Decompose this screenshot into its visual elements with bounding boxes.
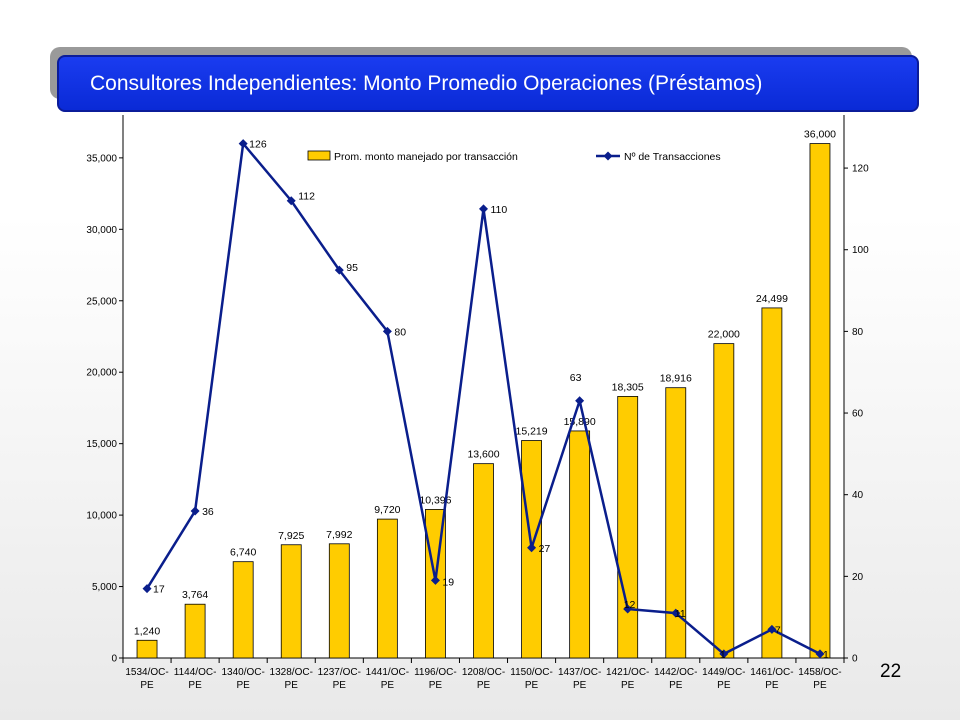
bar-value-label: 10,396 [419,494,451,506]
left-axis-tick-label: 25,000 [86,296,117,307]
transactions-marker [767,624,777,634]
transactions-value-label: 11 [675,608,686,620]
transactions-marker [623,604,633,614]
legend-line-label: Nº de Transacciones [624,151,721,163]
x-axis-tick-label: 1208/OC-PE [462,667,505,691]
bar-value-label: 24,499 [756,293,788,305]
left-axis-tick-label: 0 [111,654,117,665]
transactions-marker [190,506,200,516]
bar-value-label: 13,600 [467,449,499,461]
bar-value-label: 3,764 [182,589,208,601]
bar-value-label: 15,890 [564,416,596,428]
right-axis-tick-label: 20 [852,572,864,583]
x-axis-tick-label: 1421/OC-PE [606,667,649,691]
bar [473,463,494,659]
bar-value-label: 7,992 [326,529,352,541]
transactions-value-label: 1 [823,649,829,661]
right-axis-tick-label: 100 [852,245,869,256]
bar-value-label: 9,720 [374,504,400,516]
transactions-marker [671,608,681,618]
bar [809,143,831,659]
x-axis-tick-label: 1196/OC-PE [414,667,457,691]
transactions-value-label: 12 [624,599,636,611]
x-axis-tick-label: 1150/OC-PE [510,667,553,691]
x-axis-tick-label: 1461/OC-PE [750,667,793,691]
right-axis-tick-label: 80 [852,327,864,338]
transactions-marker [142,584,152,594]
transactions-value-label: 126 [249,139,267,151]
bar [761,307,783,659]
transactions-marker [815,649,825,659]
transactions-value-label: 112 [298,191,315,203]
right-axis-tick-label: 120 [852,164,869,175]
transactions-marker [575,396,585,406]
bar [617,396,639,659]
transactions-value-label: 27 [539,543,551,555]
bar [569,430,591,659]
transactions-marker [527,543,537,553]
left-axis-tick-label: 20,000 [86,368,117,379]
x-axis-tick-label: 1442/OC-PE [654,667,697,691]
transactions-marker [479,204,488,214]
bar [713,343,735,659]
x-axis-tick-label: 1340/OC-PE [221,667,264,691]
left-axis-tick-label: 35,000 [86,153,117,164]
bar-value-label: 36,000 [804,129,836,141]
transactions-value-label: 80 [394,326,406,338]
x-axis-tick-label: 1449/OC-PE [702,667,745,691]
x-axis-tick-label: 1437/OC-PE [558,667,601,691]
transactions-marker [286,196,296,206]
left-axis-tick-label: 5,000 [92,582,117,593]
x-axis-tick-label: 1144/OC-PE [174,667,217,691]
left-axis-tick-label: 15,000 [86,439,117,450]
transactions-value-label: 7 [775,624,781,636]
bar-value-label: 7,925 [278,530,304,542]
bar-value-label: 22,000 [708,329,740,341]
slide-title: Consultores Independientes: Monto Promed… [90,72,763,95]
transactions-value-label: 1 [720,649,726,661]
bar [280,544,302,659]
transactions-value-label: 95 [346,262,358,274]
x-axis-tick-label: 1237/OC-PE [318,667,361,691]
bar [136,639,158,659]
transactions-value-label: 19 [442,576,454,588]
transactions-value-label: 36 [202,506,214,518]
transactions-marker [719,649,729,659]
left-axis-tick-label: 30,000 [86,225,117,236]
legend-line-marker [603,151,613,161]
transactions-marker [430,575,440,585]
bar-value-label: 18,916 [660,373,692,385]
x-axis-tick-label: 1328/OC-PE [270,667,313,691]
right-axis-tick-label: 40 [852,490,864,501]
legend-bar-label: Prom. monto manejado por transacción [334,151,518,163]
transactions-value-label: 17 [153,584,165,596]
right-axis-tick-label: 0 [852,654,858,665]
bar [665,387,687,659]
x-axis-tick-label: 1534/OC-PE [125,667,168,691]
transactions-marker [238,139,248,149]
right-axis-tick-label: 60 [852,409,864,420]
bar-value-label: 15,219 [516,426,548,438]
bar-value-label: 1,240 [134,625,160,637]
bar [376,518,398,659]
transactions-marker [334,265,344,275]
bar [184,603,206,659]
x-axis-tick-label: 1441/OC-PE [366,667,409,691]
transactions-marker [382,326,392,336]
transactions-value-label: 110 [491,204,508,216]
bar [232,561,254,659]
bar-value-label: 18,305 [612,381,644,393]
bar [328,543,350,659]
legend-bar-swatch [307,150,331,161]
title-bar [57,55,919,112]
bar-value-label: 6,740 [230,547,256,559]
x-axis-tick-label: 1458/OC-PE [798,667,841,691]
page-number: 22 [880,661,902,682]
left-axis-tick-label: 10,000 [86,511,117,522]
transactions-value-label: 63 [570,372,582,384]
